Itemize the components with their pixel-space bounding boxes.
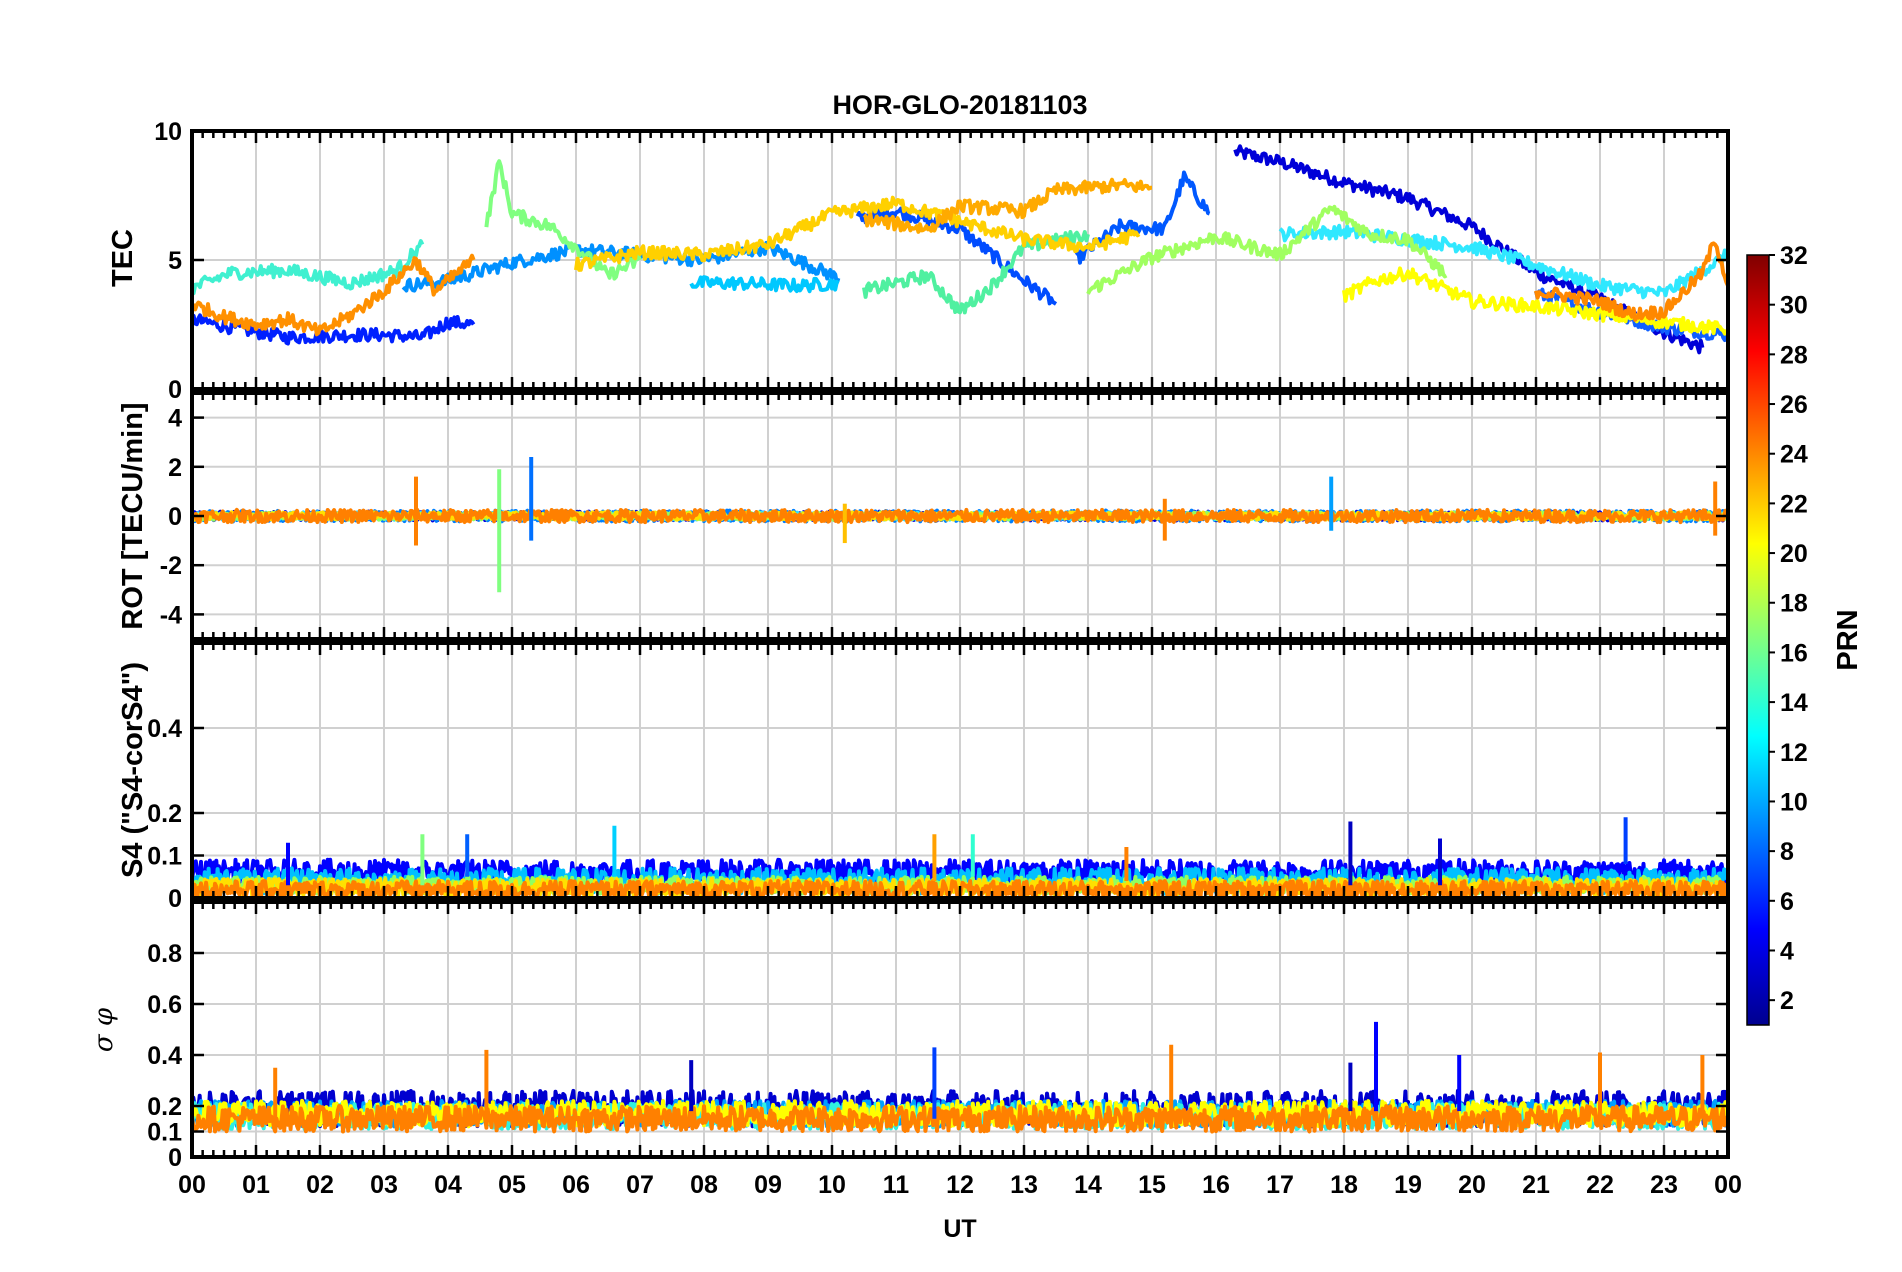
series-line-prn-20	[1342, 266, 1728, 336]
panel-rot: -4 -2 0 2 4	[160, 391, 1730, 641]
colorbar-tick-label: 18	[1780, 590, 1808, 618]
x-tick-label: 01	[242, 1171, 270, 1199]
x-tick-label: 19	[1394, 1171, 1422, 1199]
colorbar-tick-label: 2	[1780, 987, 1794, 1015]
colorbar-tick-label: 24	[1780, 441, 1808, 469]
series-line-prn-13	[192, 239, 425, 296]
y-tick-label-rot: -2	[160, 552, 182, 580]
colorbar-tick-label: 12	[1780, 739, 1808, 767]
colorbar-tick-label: 8	[1780, 838, 1794, 866]
y-tick-label-tec: 10	[154, 118, 182, 146]
x-tick-label: 00	[178, 1171, 206, 1199]
x-tick-label: 10	[818, 1171, 846, 1199]
y-axis-label-rot: ROT [TECU/min]	[117, 402, 149, 629]
y-tick-label-tec: 5	[168, 247, 182, 275]
series-line-prn-22	[862, 177, 1153, 234]
series-line-prn-16	[484, 159, 642, 281]
colorbar-label: PRN	[1832, 609, 1864, 670]
colorbar-tick-label: 16	[1780, 639, 1808, 667]
colorbar-tick-label: 20	[1780, 540, 1808, 568]
series-line-prn-21	[574, 195, 1141, 272]
colorbar-gradient	[1746, 254, 1770, 1026]
series-line-prn-6	[855, 205, 1058, 306]
series-line-prn-2	[1233, 144, 1705, 355]
y-tick-label-tec: 0	[168, 376, 182, 404]
chart-title: HOR-GLO-20181103	[832, 90, 1087, 120]
colorbar-tick-label: 28	[1780, 341, 1808, 369]
series-line-prn-23	[192, 507, 1728, 525]
colorbar-tick-label: 10	[1780, 788, 1808, 816]
colorbar-tick-label: 4	[1780, 937, 1794, 965]
colorbar-tick-label: 32	[1780, 242, 1808, 270]
x-tick-label: 18	[1330, 1171, 1358, 1199]
panel-tec-data	[192, 144, 1728, 355]
x-tick-label: 17	[1266, 1171, 1294, 1199]
x-tick-label: 08	[690, 1171, 718, 1199]
y-tick-label-rot: 4	[168, 405, 182, 433]
x-tick-label: 13	[1010, 1171, 1038, 1199]
series-line-prn-11	[689, 275, 840, 294]
colorbar: 32 30 28 26 24 22 20 18 16 14 12 10 8 6 4 2 PRN	[1746, 242, 1864, 1026]
x-tick-label: 05	[498, 1171, 526, 1199]
y-tick-label-sigma: 0.4	[147, 1042, 182, 1070]
y-tick-label-s4: 0	[168, 885, 182, 913]
x-tick-label: 23	[1650, 1171, 1678, 1199]
x-tick-label: 21	[1522, 1171, 1550, 1199]
x-axis-label: UT	[943, 1215, 976, 1243]
x-tick-label: 04	[434, 1171, 462, 1199]
x-tick-label: 03	[370, 1171, 398, 1199]
series-line-prn-17	[1086, 204, 1448, 295]
colorbar-tick-label: 30	[1780, 292, 1808, 320]
y-axis-label-s4: S4 ("S4-corS4")	[117, 662, 149, 878]
x-tick-label: 12	[946, 1171, 974, 1199]
y-tick-label-sigma: 0.1	[147, 1119, 182, 1147]
x-tick-label: 07	[626, 1171, 654, 1199]
panel-sigma: 00.10.2 0.4 0.6 0.8 00 01 02 03 04 05 06 07 08 09 10 11…	[147, 900, 1742, 1199]
series-line-prn-23	[192, 1104, 1728, 1134]
y-axis-label-sigma: σ φ	[89, 1007, 119, 1052]
y-axis-label-tec: TEC	[107, 229, 139, 287]
y-tick-label-rot: -4	[160, 601, 182, 629]
panel-s4: 0 0.1 0.2 0.4	[147, 641, 1730, 913]
panel-sigma-data	[192, 1021, 1728, 1134]
y-tick-label-s4: 0.2	[147, 800, 182, 828]
x-tick-label: 15	[1138, 1171, 1166, 1199]
x-tick-label: 06	[562, 1171, 590, 1199]
x-tick-label: 14	[1074, 1171, 1102, 1199]
x-tick-label: 22	[1586, 1171, 1614, 1199]
y-tick-label-sigma: 0.2	[147, 1093, 182, 1121]
colorbar-tick-label: 22	[1780, 490, 1808, 518]
x-tick-label: 02	[306, 1171, 334, 1199]
y-tick-label-rot: 0	[168, 503, 182, 531]
x-tick-label: 09	[754, 1171, 782, 1199]
x-tick-label: 11	[883, 1171, 910, 1199]
y-tick-label-s4: 0.4	[147, 715, 182, 743]
panel-tec: 0 5 10	[154, 118, 1730, 404]
y-tick-label-sigma: 0.8	[147, 940, 182, 968]
colorbar-tick-label: 26	[1780, 391, 1808, 419]
colorbar-tick-label: 6	[1780, 888, 1794, 916]
x-tick-label: 16	[1202, 1171, 1230, 1199]
x-tick-label: 00	[1714, 1171, 1742, 1199]
y-tick-label-sigma: 0	[168, 1144, 182, 1172]
y-tick-label-rot: 2	[168, 454, 182, 482]
x-tick-label: 20	[1458, 1171, 1486, 1199]
series-line-prn-23	[1534, 241, 1728, 322]
colorbar-tick-label: 14	[1780, 689, 1808, 717]
panel-rot-data	[192, 456, 1728, 593]
y-tick-label-sigma: 0.6	[147, 991, 182, 1019]
series-line-prn-23	[192, 253, 476, 337]
y-tick-label-s4: 0.1	[147, 843, 182, 871]
